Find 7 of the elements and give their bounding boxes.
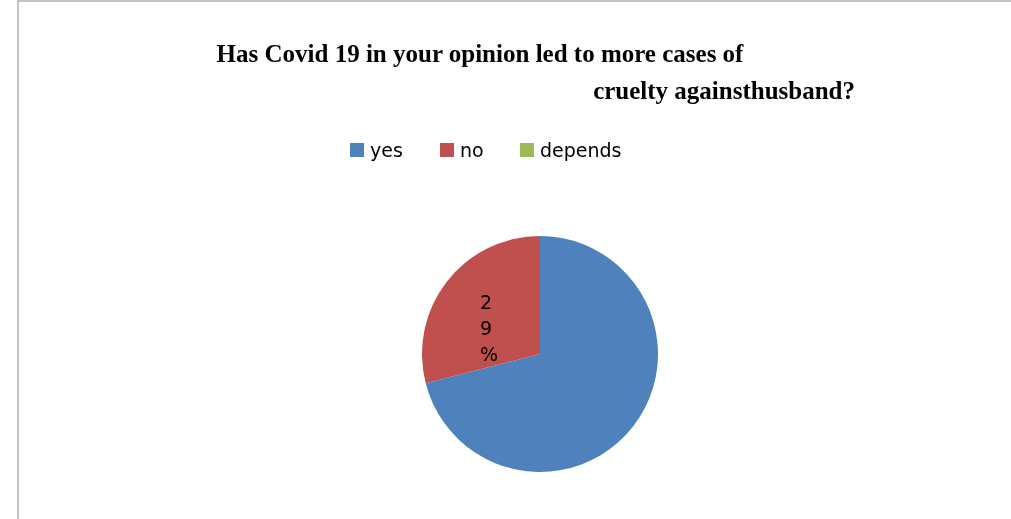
data-label: 29%	[480, 291, 499, 366]
legend-label: depends	[540, 139, 622, 161]
legend-label: yes	[370, 139, 403, 161]
chart-title: Has Covid 19 in your opinion led to more cases of cruelty againsthusband?	[216, 40, 855, 104]
pie-slice	[425, 236, 658, 472]
legend-label: no	[460, 139, 484, 161]
pie-slice	[422, 236, 540, 384]
